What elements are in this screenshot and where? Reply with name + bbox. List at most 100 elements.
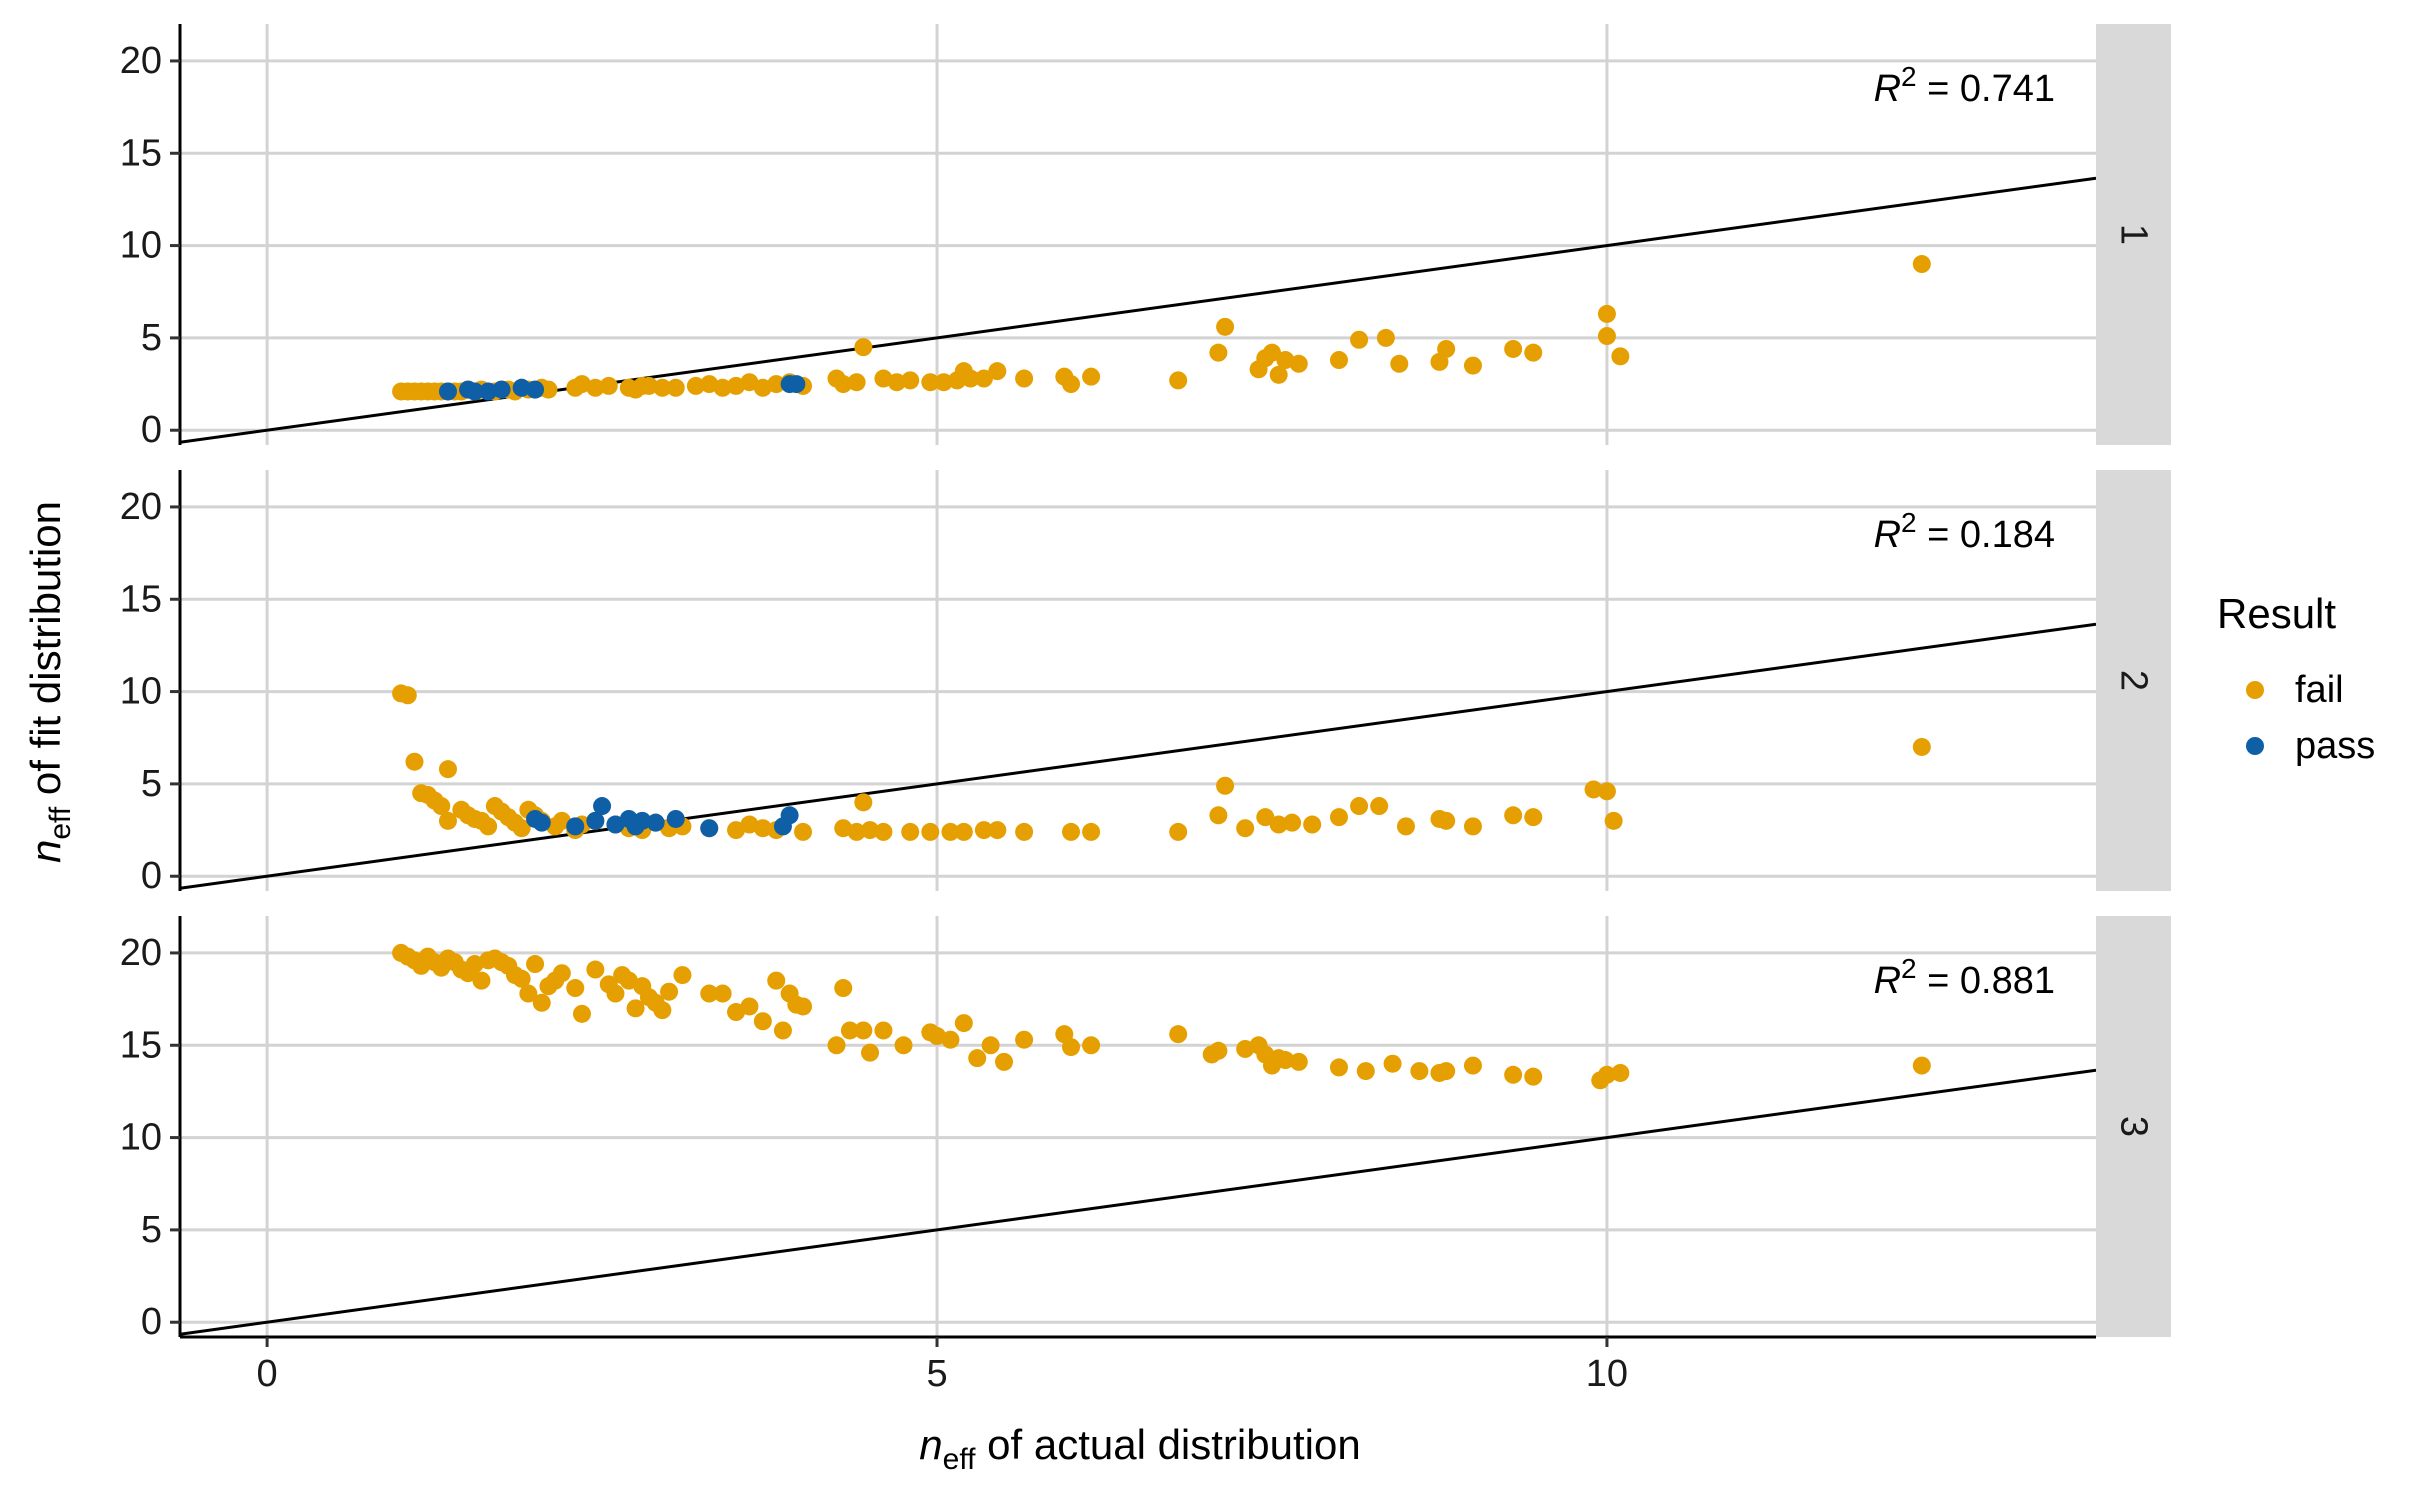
data-point-fail — [1062, 1038, 1081, 1057]
y-tick-label: 0 — [141, 855, 162, 897]
data-point-fail — [1504, 339, 1523, 358]
x-axis-title: neff of actual distribution — [919, 1421, 1360, 1476]
data-point-fail — [1463, 356, 1482, 375]
data-point-fail — [1437, 339, 1456, 358]
data-point-fail — [1169, 1025, 1188, 1044]
data-point-fail — [1082, 1036, 1101, 1055]
data-point-fail — [1289, 354, 1308, 373]
data-point-fail — [1597, 1065, 1616, 1084]
panel-2: R2 = 0.184 2 — [180, 470, 2171, 891]
data-point-fail — [921, 822, 940, 841]
data-point-fail — [1269, 365, 1288, 384]
data-point-fail — [988, 821, 1007, 840]
data-point-fail — [887, 373, 906, 392]
data-point-fail — [686, 376, 705, 395]
data-point-fail — [519, 984, 538, 1003]
data-point-fail — [921, 373, 940, 392]
r2-annotation: R2 = 0.881 — [1874, 953, 2055, 1002]
x-tick-label: 0 — [257, 1353, 278, 1395]
y-tick-label: 0 — [141, 409, 162, 451]
data-point-fail — [1597, 782, 1616, 801]
data-point-fail — [1289, 1052, 1308, 1071]
data-point-fail — [1329, 351, 1348, 370]
data-point-fail — [974, 369, 993, 388]
data-point-fail — [1236, 819, 1255, 838]
data-point-fail — [432, 797, 451, 816]
data-point-pass — [526, 380, 545, 399]
data-point-fail — [1611, 347, 1630, 366]
data-points — [392, 943, 1931, 1090]
data-point-fail — [847, 373, 866, 392]
data-point-fail — [713, 378, 732, 397]
data-point-fail — [854, 793, 873, 812]
facet-strip — [2096, 916, 2171, 1337]
data-point-fail — [1015, 822, 1034, 841]
data-point-pass — [666, 809, 685, 828]
data-point-fail — [861, 821, 880, 840]
data-point-fail — [874, 822, 893, 841]
data-point-fail — [794, 997, 813, 1016]
data-point-fail — [1370, 797, 1389, 816]
data-point-fail — [794, 822, 813, 841]
data-point-fail — [854, 1021, 873, 1040]
data-point-fail — [1584, 780, 1603, 799]
data-point-fail — [767, 375, 786, 394]
data-point-fail — [1611, 1063, 1630, 1082]
data-point-fail — [1524, 808, 1543, 827]
legend-label-fail: fail — [2295, 669, 2344, 711]
data-point-fail — [1350, 330, 1369, 349]
y-tick-label: 20 — [120, 932, 162, 974]
data-point-fail — [405, 752, 424, 771]
data-point-fail — [1437, 811, 1456, 830]
data-point-fail — [653, 1001, 672, 1020]
r2-annotation: R2 = 0.184 — [1874, 507, 2055, 556]
data-point-fail — [1383, 1054, 1402, 1073]
data-point-fail — [847, 822, 866, 841]
data-point-fail — [773, 1021, 792, 1040]
data-point-fail — [901, 822, 920, 841]
data-point-fail — [1209, 343, 1228, 362]
data-point-fail — [700, 984, 719, 1003]
data-point-fail — [532, 993, 551, 1012]
data-point-fail — [1390, 354, 1409, 373]
data-point-fail — [1376, 328, 1395, 347]
data-point-fail — [874, 1021, 893, 1040]
data-point-fail — [753, 1012, 772, 1031]
facet-strip-label: 3 — [2113, 1116, 2155, 1137]
y-axis-title: neff of fit distribution — [22, 501, 77, 863]
data-point-fail — [606, 984, 625, 1003]
data-point-fail — [974, 821, 993, 840]
data-point-pass — [465, 382, 484, 401]
data-point-fail — [827, 1036, 846, 1055]
y-tick-label: 5 — [141, 317, 162, 359]
data-point-pass — [646, 813, 665, 832]
data-points — [392, 255, 1931, 401]
data-point-fail — [1169, 371, 1188, 390]
data-point-fail — [1504, 806, 1523, 825]
legend-title: Result — [2217, 590, 2336, 637]
data-point-fail — [626, 999, 645, 1018]
data-point-fail — [1524, 343, 1543, 362]
facet-strip-label: 1 — [2113, 224, 2155, 245]
data-point-fail — [767, 971, 786, 990]
data-point-fail — [1216, 317, 1235, 336]
data-point-pass — [787, 375, 806, 394]
y-tick-label: 15 — [120, 132, 162, 174]
data-point-fail — [1912, 1056, 1931, 1075]
data-point-fail — [472, 971, 491, 990]
data-point-fail — [1276, 1051, 1295, 1070]
facet-strip — [2096, 24, 2171, 445]
axes: 0 5 10 15 20 0 5 10 15 20 0 5 10 15 20 0 5 10 — [120, 24, 2096, 1395]
data-point-fail — [1504, 1065, 1523, 1084]
data-point-fail — [398, 686, 417, 705]
data-point-pass — [633, 811, 652, 830]
data-point-fail — [968, 1049, 987, 1068]
data-point-fail — [438, 760, 457, 779]
y-tick-label: 10 — [120, 225, 162, 267]
data-point-fail — [995, 1052, 1014, 1071]
data-point-fail — [1437, 1062, 1456, 1081]
data-point-fail — [1015, 369, 1034, 388]
data-point-fail — [1169, 822, 1188, 841]
